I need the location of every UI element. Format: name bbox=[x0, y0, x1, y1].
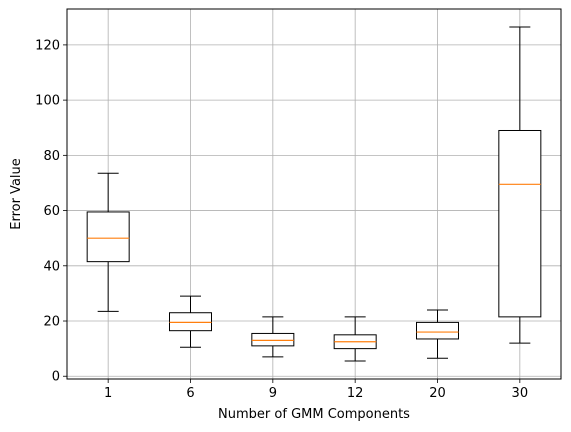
iqr-box bbox=[416, 321, 459, 340]
y-tick-label: 60 bbox=[43, 204, 60, 219]
box-1 bbox=[86, 172, 130, 312]
iqr-box bbox=[169, 312, 212, 332]
grid-lines bbox=[67, 9, 561, 379]
y-axis-ticks: 0 20 40 60 80 100 120 bbox=[35, 38, 67, 385]
box-9 bbox=[251, 316, 295, 358]
iqr-box bbox=[251, 332, 295, 347]
x-tick-label: 12 bbox=[347, 386, 364, 401]
box-6 bbox=[169, 295, 212, 348]
x-axis-ticks: 1 6 9 12 20 30 bbox=[104, 379, 528, 401]
box-12 bbox=[333, 316, 377, 362]
box-20 bbox=[416, 309, 459, 359]
y-tick-label: 80 bbox=[43, 149, 60, 164]
x-tick-label: 20 bbox=[429, 386, 446, 401]
x-tick-label: 1 bbox=[104, 386, 112, 401]
box-30 bbox=[498, 26, 542, 344]
y-tick-label: 120 bbox=[35, 38, 60, 53]
plot-frame bbox=[66, 8, 562, 380]
iqr-box bbox=[498, 129, 542, 318]
y-tick-label: 0 bbox=[52, 370, 60, 385]
x-axis-label: Number of GMM Components bbox=[218, 407, 410, 422]
x-tick-label: 9 bbox=[269, 386, 277, 401]
y-tick-label: 20 bbox=[43, 315, 60, 330]
iqr-box bbox=[86, 211, 130, 263]
y-tick-label: 40 bbox=[43, 259, 60, 274]
y-axis-label: Error Value bbox=[9, 158, 24, 230]
x-tick-label: 30 bbox=[512, 386, 529, 401]
y-tick-label: 100 bbox=[35, 94, 60, 109]
box-series bbox=[86, 26, 542, 362]
x-tick-label: 6 bbox=[186, 386, 194, 401]
